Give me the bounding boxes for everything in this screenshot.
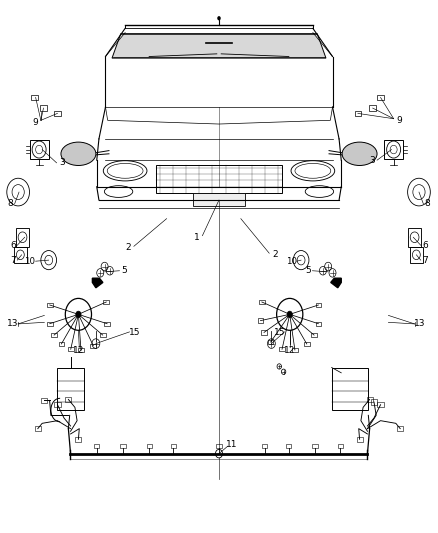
Bar: [262, 443, 268, 448]
Bar: [104, 321, 110, 326]
Bar: [78, 348, 84, 352]
Text: 15: 15: [129, 328, 141, 337]
Text: 5: 5: [306, 266, 311, 275]
Bar: [193, 193, 245, 206]
Bar: [304, 342, 310, 346]
Bar: [378, 402, 384, 407]
Bar: [47, 321, 53, 326]
Bar: [268, 340, 273, 344]
Bar: [371, 399, 377, 405]
Text: 10: 10: [24, 257, 35, 265]
Text: 7: 7: [422, 256, 428, 264]
Bar: [155, 165, 283, 193]
Bar: [384, 140, 403, 159]
Bar: [47, 303, 53, 307]
Text: 7: 7: [10, 256, 16, 264]
Text: 9: 9: [33, 118, 39, 127]
Bar: [315, 303, 321, 307]
Text: 12: 12: [73, 346, 84, 355]
Text: 13: 13: [414, 319, 426, 328]
Bar: [332, 368, 368, 410]
Circle shape: [215, 449, 223, 458]
Text: 5: 5: [121, 266, 127, 275]
Bar: [103, 300, 109, 304]
Bar: [41, 398, 47, 403]
Text: 3: 3: [59, 158, 65, 167]
Bar: [357, 437, 363, 442]
Text: 6: 6: [422, 241, 428, 250]
Bar: [315, 321, 321, 326]
Text: 15: 15: [273, 328, 285, 337]
Bar: [90, 344, 96, 348]
Bar: [369, 106, 376, 111]
Polygon shape: [92, 278, 103, 288]
Text: 1: 1: [194, 233, 200, 242]
Bar: [377, 95, 384, 100]
Circle shape: [76, 311, 81, 318]
Text: 6: 6: [10, 241, 16, 250]
Bar: [147, 443, 152, 448]
Circle shape: [287, 311, 292, 318]
Text: 12: 12: [284, 346, 295, 355]
Text: 3: 3: [369, 156, 374, 165]
Bar: [57, 368, 84, 410]
Polygon shape: [331, 278, 341, 288]
Bar: [75, 437, 81, 442]
Text: 8: 8: [7, 199, 13, 208]
Ellipse shape: [61, 142, 96, 165]
Bar: [397, 426, 403, 431]
Bar: [170, 443, 176, 448]
Bar: [258, 319, 263, 323]
Bar: [410, 247, 423, 263]
Bar: [292, 348, 298, 352]
Bar: [355, 111, 361, 116]
Text: 13: 13: [7, 319, 19, 328]
Bar: [16, 228, 29, 247]
Text: 9: 9: [396, 116, 402, 125]
Bar: [35, 426, 41, 431]
Bar: [54, 402, 60, 407]
Bar: [59, 342, 64, 346]
Text: 10: 10: [286, 257, 297, 265]
Bar: [94, 443, 99, 448]
Bar: [68, 347, 74, 351]
Bar: [338, 443, 343, 448]
Bar: [216, 443, 222, 448]
Text: 2: 2: [125, 244, 131, 253]
Text: 11: 11: [226, 440, 238, 449]
Polygon shape: [112, 34, 326, 58]
Bar: [286, 443, 291, 448]
Bar: [259, 300, 265, 304]
Bar: [261, 330, 267, 335]
Text: 2: 2: [272, 251, 278, 260]
Bar: [312, 443, 318, 448]
Bar: [51, 333, 57, 337]
Bar: [40, 106, 47, 111]
Circle shape: [217, 16, 221, 20]
Bar: [100, 333, 106, 337]
Bar: [279, 347, 285, 351]
Bar: [311, 333, 317, 337]
Bar: [367, 397, 373, 402]
Bar: [54, 111, 61, 116]
Bar: [120, 443, 126, 448]
Bar: [408, 228, 421, 247]
Bar: [29, 140, 49, 159]
Bar: [14, 247, 27, 263]
Ellipse shape: [342, 142, 377, 165]
Bar: [32, 95, 38, 100]
Bar: [65, 397, 71, 402]
Text: 8: 8: [425, 199, 431, 208]
